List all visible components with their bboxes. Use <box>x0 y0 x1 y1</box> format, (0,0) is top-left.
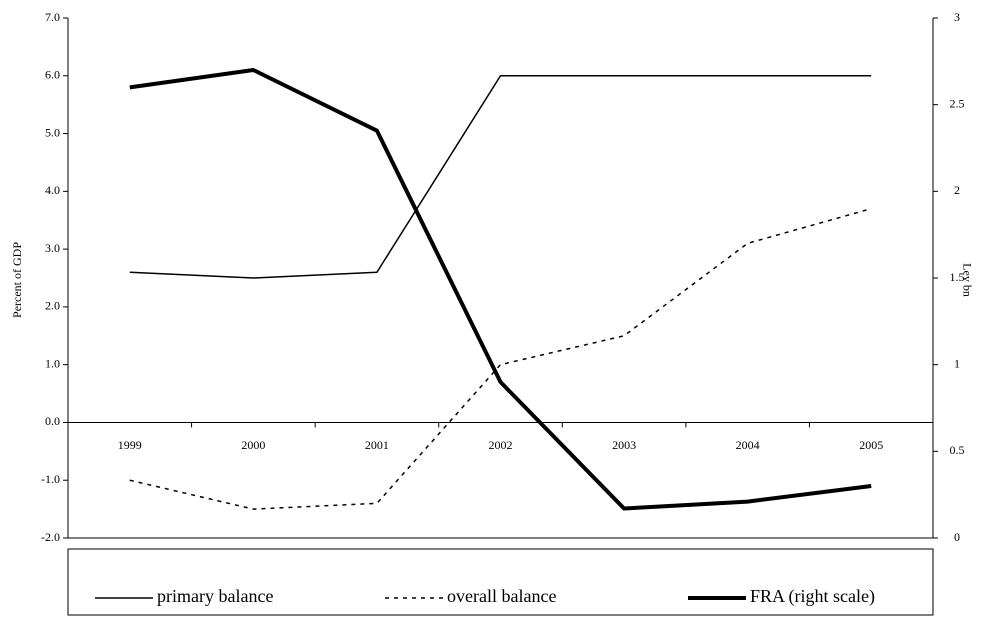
x-tick-label: 2001 <box>365 438 389 452</box>
y-tick-label: 0.0 <box>45 414 60 428</box>
legend-label: overall balance <box>447 586 556 606</box>
y2-tick-label: 2.5 <box>950 96 965 110</box>
x-tick-label: 2004 <box>736 438 760 452</box>
series-line <box>129 207 872 510</box>
x-tick-label: 2005 <box>859 438 883 452</box>
y-tick-label: 3.0 <box>45 241 60 255</box>
y2-tick-label: 0.5 <box>950 443 965 457</box>
x-tick-label: 1999 <box>118 438 142 452</box>
x-tick-label: 2003 <box>612 438 636 452</box>
y-tick-label: 6.0 <box>45 68 60 82</box>
legend-label: primary balance <box>157 586 273 606</box>
y-tick-label: 4.0 <box>45 183 60 197</box>
y-tick-label: -1.0 <box>41 472 60 486</box>
series-line <box>129 75 872 279</box>
y2-tick-label: 1.5 <box>950 270 965 284</box>
y-axis-label: Percent of GDP <box>10 242 24 318</box>
legend-label: FRA (right scale) <box>750 586 875 607</box>
legend-box <box>67 548 934 616</box>
x-tick-label: 2002 <box>489 438 513 452</box>
y2-axis-label: Lev bn <box>960 263 974 297</box>
y2-tick-label: 3 <box>954 10 960 24</box>
y2-tick-label: 0 <box>954 530 960 544</box>
y-tick-label: 1.0 <box>45 356 60 370</box>
y-tick-label: 2.0 <box>45 299 60 313</box>
y-tick-label: -2.0 <box>41 530 60 544</box>
x-tick-label: 2000 <box>241 438 265 452</box>
series-line <box>129 68 872 511</box>
y2-tick-label: 1 <box>954 356 960 370</box>
y2-tick-label: 2 <box>954 183 960 197</box>
y-tick-label: 5.0 <box>45 125 60 139</box>
y-tick-label: 7.0 <box>45 10 60 24</box>
